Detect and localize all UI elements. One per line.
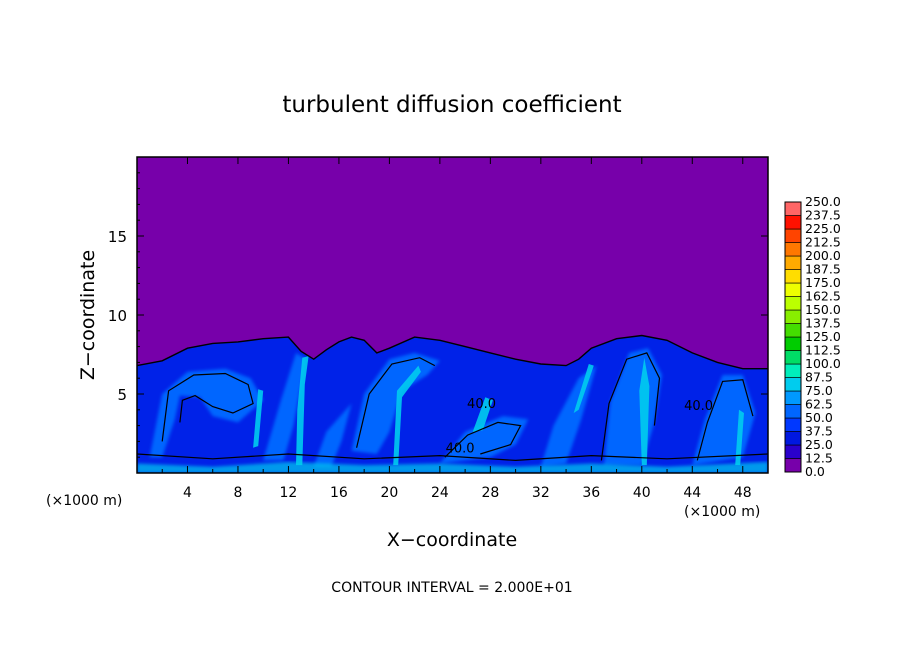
contour-label-1: 40.0 xyxy=(684,399,713,414)
contour-line-4 xyxy=(696,379,754,461)
colorbar-cell-16 xyxy=(784,242,802,257)
x-tick-label-8: 36 xyxy=(582,485,600,501)
mid-region-1 xyxy=(351,352,440,454)
x-tick-label-6: 28 xyxy=(481,485,499,501)
colorbar-cell-9 xyxy=(784,336,802,351)
colorbar-label-1: 12.5 xyxy=(805,451,833,466)
contour-label-2: 40.0 xyxy=(467,397,496,412)
plot-area: 40.0 40.0 40.0 xyxy=(137,157,768,473)
x-tick-label-9: 40 xyxy=(633,485,651,501)
x-tick-label-4: 20 xyxy=(380,485,398,501)
high-filament-5 xyxy=(253,389,264,448)
z-unit-label: (×1000 m) xyxy=(46,493,122,509)
colorbar-cell-10 xyxy=(784,323,802,338)
mid-region-0 xyxy=(149,368,264,458)
y-axis-label: Z−coordinate xyxy=(77,250,99,380)
contour-outline xyxy=(137,334,768,370)
colorbar-label-7: 87.5 xyxy=(805,370,833,385)
x-tick-label-2: 12 xyxy=(280,485,298,501)
colorbar-label-17: 212.5 xyxy=(805,235,841,250)
contour-line-1 xyxy=(356,357,436,448)
colorbar-label-11: 137.5 xyxy=(805,316,841,331)
y-tick-label-0: 5 xyxy=(117,386,127,404)
colorbar-cell-6 xyxy=(784,377,802,392)
colorbar-label-12: 150.0 xyxy=(805,302,841,317)
y-tick-label-2: 15 xyxy=(108,228,127,246)
x-tick-label-10: 44 xyxy=(683,485,701,501)
colorbar-label-15: 187.5 xyxy=(805,262,841,277)
contour-line-5 xyxy=(137,453,768,462)
colorbar-label-14: 175.0 xyxy=(805,275,841,290)
colorbar-label-4: 50.0 xyxy=(805,410,833,425)
x-unit-label: (×1000 m) xyxy=(684,504,760,520)
colorbar-cell-8 xyxy=(784,350,802,365)
mid-region-5 xyxy=(263,352,307,461)
colorbar-cell-0 xyxy=(784,458,802,473)
x-tick-label-11: 48 xyxy=(734,485,752,501)
contour-line-0 xyxy=(161,372,254,442)
colorbar-cell-12 xyxy=(784,296,802,311)
colorbar-label-0: 0.0 xyxy=(805,464,825,479)
colorbar-label-16: 200.0 xyxy=(805,248,841,263)
colorbar-cell-19 xyxy=(784,201,802,216)
colorbar-cell-13 xyxy=(784,282,802,297)
x-tick-label-0: 4 xyxy=(183,485,192,501)
high-filament-3 xyxy=(573,364,594,413)
colorbar: 0.012.525.037.550.062.575.087.5100.0112.… xyxy=(784,194,841,479)
colorbar-cell-7 xyxy=(784,363,802,378)
y-axis: 5 10 15 xyxy=(108,172,768,458)
contour-line-2 xyxy=(444,421,522,458)
colorbar-cell-1 xyxy=(784,444,802,459)
x-tick-label-7: 32 xyxy=(532,485,550,501)
colorbar-cell-2 xyxy=(784,431,802,446)
contour-line-3 xyxy=(600,352,661,461)
x-axis-label: X−coordinate xyxy=(387,529,517,551)
colorbar-label-9: 112.5 xyxy=(805,343,841,358)
contour-interval-note: CONTOUR INTERVAL = 2.000E+01 xyxy=(331,580,572,596)
high-filament-0 xyxy=(296,356,309,466)
x-tick-label-1: 8 xyxy=(233,485,242,501)
mid-region-2 xyxy=(439,416,529,464)
y-tick-label-1: 10 xyxy=(108,307,127,325)
high-filament-4 xyxy=(735,409,744,466)
colorbar-label-18: 225.0 xyxy=(805,221,841,236)
chart-title: turbulent diffusion coefficient xyxy=(282,92,621,118)
colorbar-cell-4 xyxy=(784,404,802,419)
colorbar-label-6: 75.0 xyxy=(805,383,833,398)
colorbar-label-8: 100.0 xyxy=(805,356,841,371)
x-tick-label-5: 24 xyxy=(431,485,449,501)
colorbar-label-2: 25.0 xyxy=(805,437,833,452)
x-axis: 4 8 12 16 20 24 28 32 36 40 44 48 xyxy=(161,157,752,501)
colorbar-cell-11 xyxy=(784,309,802,324)
colorbar-cell-18 xyxy=(784,215,802,230)
colorbar-label-20: 250.0 xyxy=(805,194,841,209)
colorbar-cell-15 xyxy=(784,255,802,270)
colorbar-label-13: 162.5 xyxy=(805,289,841,304)
contour-label-0: 40.0 xyxy=(446,441,475,456)
colorbar-label-10: 125.0 xyxy=(805,329,841,344)
colorbar-cell-14 xyxy=(784,269,802,284)
colorbar-cell-17 xyxy=(784,228,802,243)
mid-region-7 xyxy=(313,403,352,467)
high-filament-2 xyxy=(393,365,421,466)
colorbar-label-5: 62.5 xyxy=(805,397,833,412)
colorbar-label-19: 237.5 xyxy=(805,208,841,223)
colorbar-cell-3 xyxy=(784,417,802,432)
surface-layer xyxy=(137,461,768,473)
high-filament-1 xyxy=(639,357,650,466)
colorbar-label-3: 37.5 xyxy=(805,424,833,439)
high-filament-6 xyxy=(472,397,493,432)
colorbar-frame xyxy=(784,201,802,473)
colorbar-cell-5 xyxy=(784,390,802,405)
x-tick-label-3: 16 xyxy=(330,485,348,501)
turbulent-field: 40.0 40.0 40.0 xyxy=(137,334,768,473)
